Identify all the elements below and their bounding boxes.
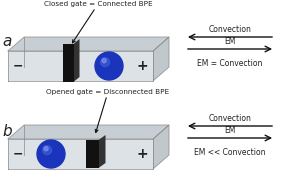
- Polygon shape: [8, 37, 169, 51]
- Polygon shape: [73, 39, 80, 82]
- Text: EM << Convection: EM << Convection: [194, 148, 266, 157]
- Polygon shape: [86, 140, 99, 168]
- Text: Opened gate = Disconnected BPE: Opened gate = Disconnected BPE: [46, 89, 170, 132]
- Polygon shape: [153, 125, 169, 169]
- Circle shape: [95, 52, 123, 80]
- Circle shape: [37, 140, 65, 168]
- Polygon shape: [8, 125, 169, 139]
- Polygon shape: [8, 139, 153, 169]
- Text: a: a: [2, 34, 11, 49]
- Polygon shape: [153, 37, 169, 81]
- Text: Convection: Convection: [208, 25, 252, 34]
- Polygon shape: [8, 51, 153, 81]
- Text: +: +: [136, 59, 148, 73]
- Text: −: −: [13, 147, 23, 160]
- Text: Closed gate = Connected BPE: Closed gate = Connected BPE: [44, 1, 152, 43]
- Text: +: +: [136, 147, 148, 161]
- Text: −: −: [13, 60, 23, 73]
- Polygon shape: [99, 135, 105, 168]
- Circle shape: [42, 146, 52, 155]
- Text: Convection: Convection: [208, 114, 252, 123]
- Circle shape: [101, 58, 110, 67]
- Circle shape: [44, 147, 48, 151]
- Text: EM: EM: [224, 37, 236, 46]
- Text: EM = Convection: EM = Convection: [197, 59, 263, 68]
- Text: b: b: [2, 124, 12, 139]
- Text: EM: EM: [224, 126, 236, 135]
- Polygon shape: [62, 44, 73, 82]
- Circle shape: [102, 59, 106, 63]
